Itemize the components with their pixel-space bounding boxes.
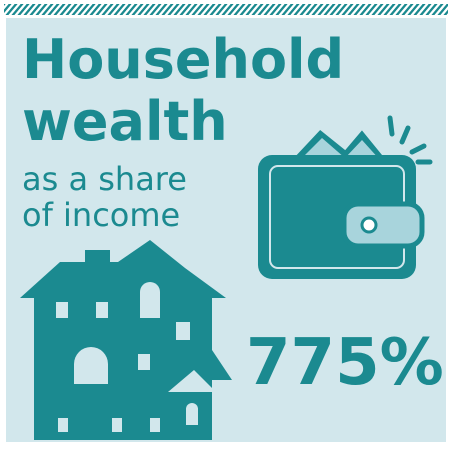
stat-value: 775%: [246, 326, 444, 400]
house-icon: [20, 240, 232, 440]
wallet-icon: [258, 115, 433, 279]
subtitle-line: as a share: [22, 160, 187, 198]
title-line: Household: [22, 28, 344, 91]
title-line: wealth: [22, 90, 228, 153]
subtitle-line: of income: [22, 196, 180, 234]
hatched-stripe: [4, 4, 448, 15]
